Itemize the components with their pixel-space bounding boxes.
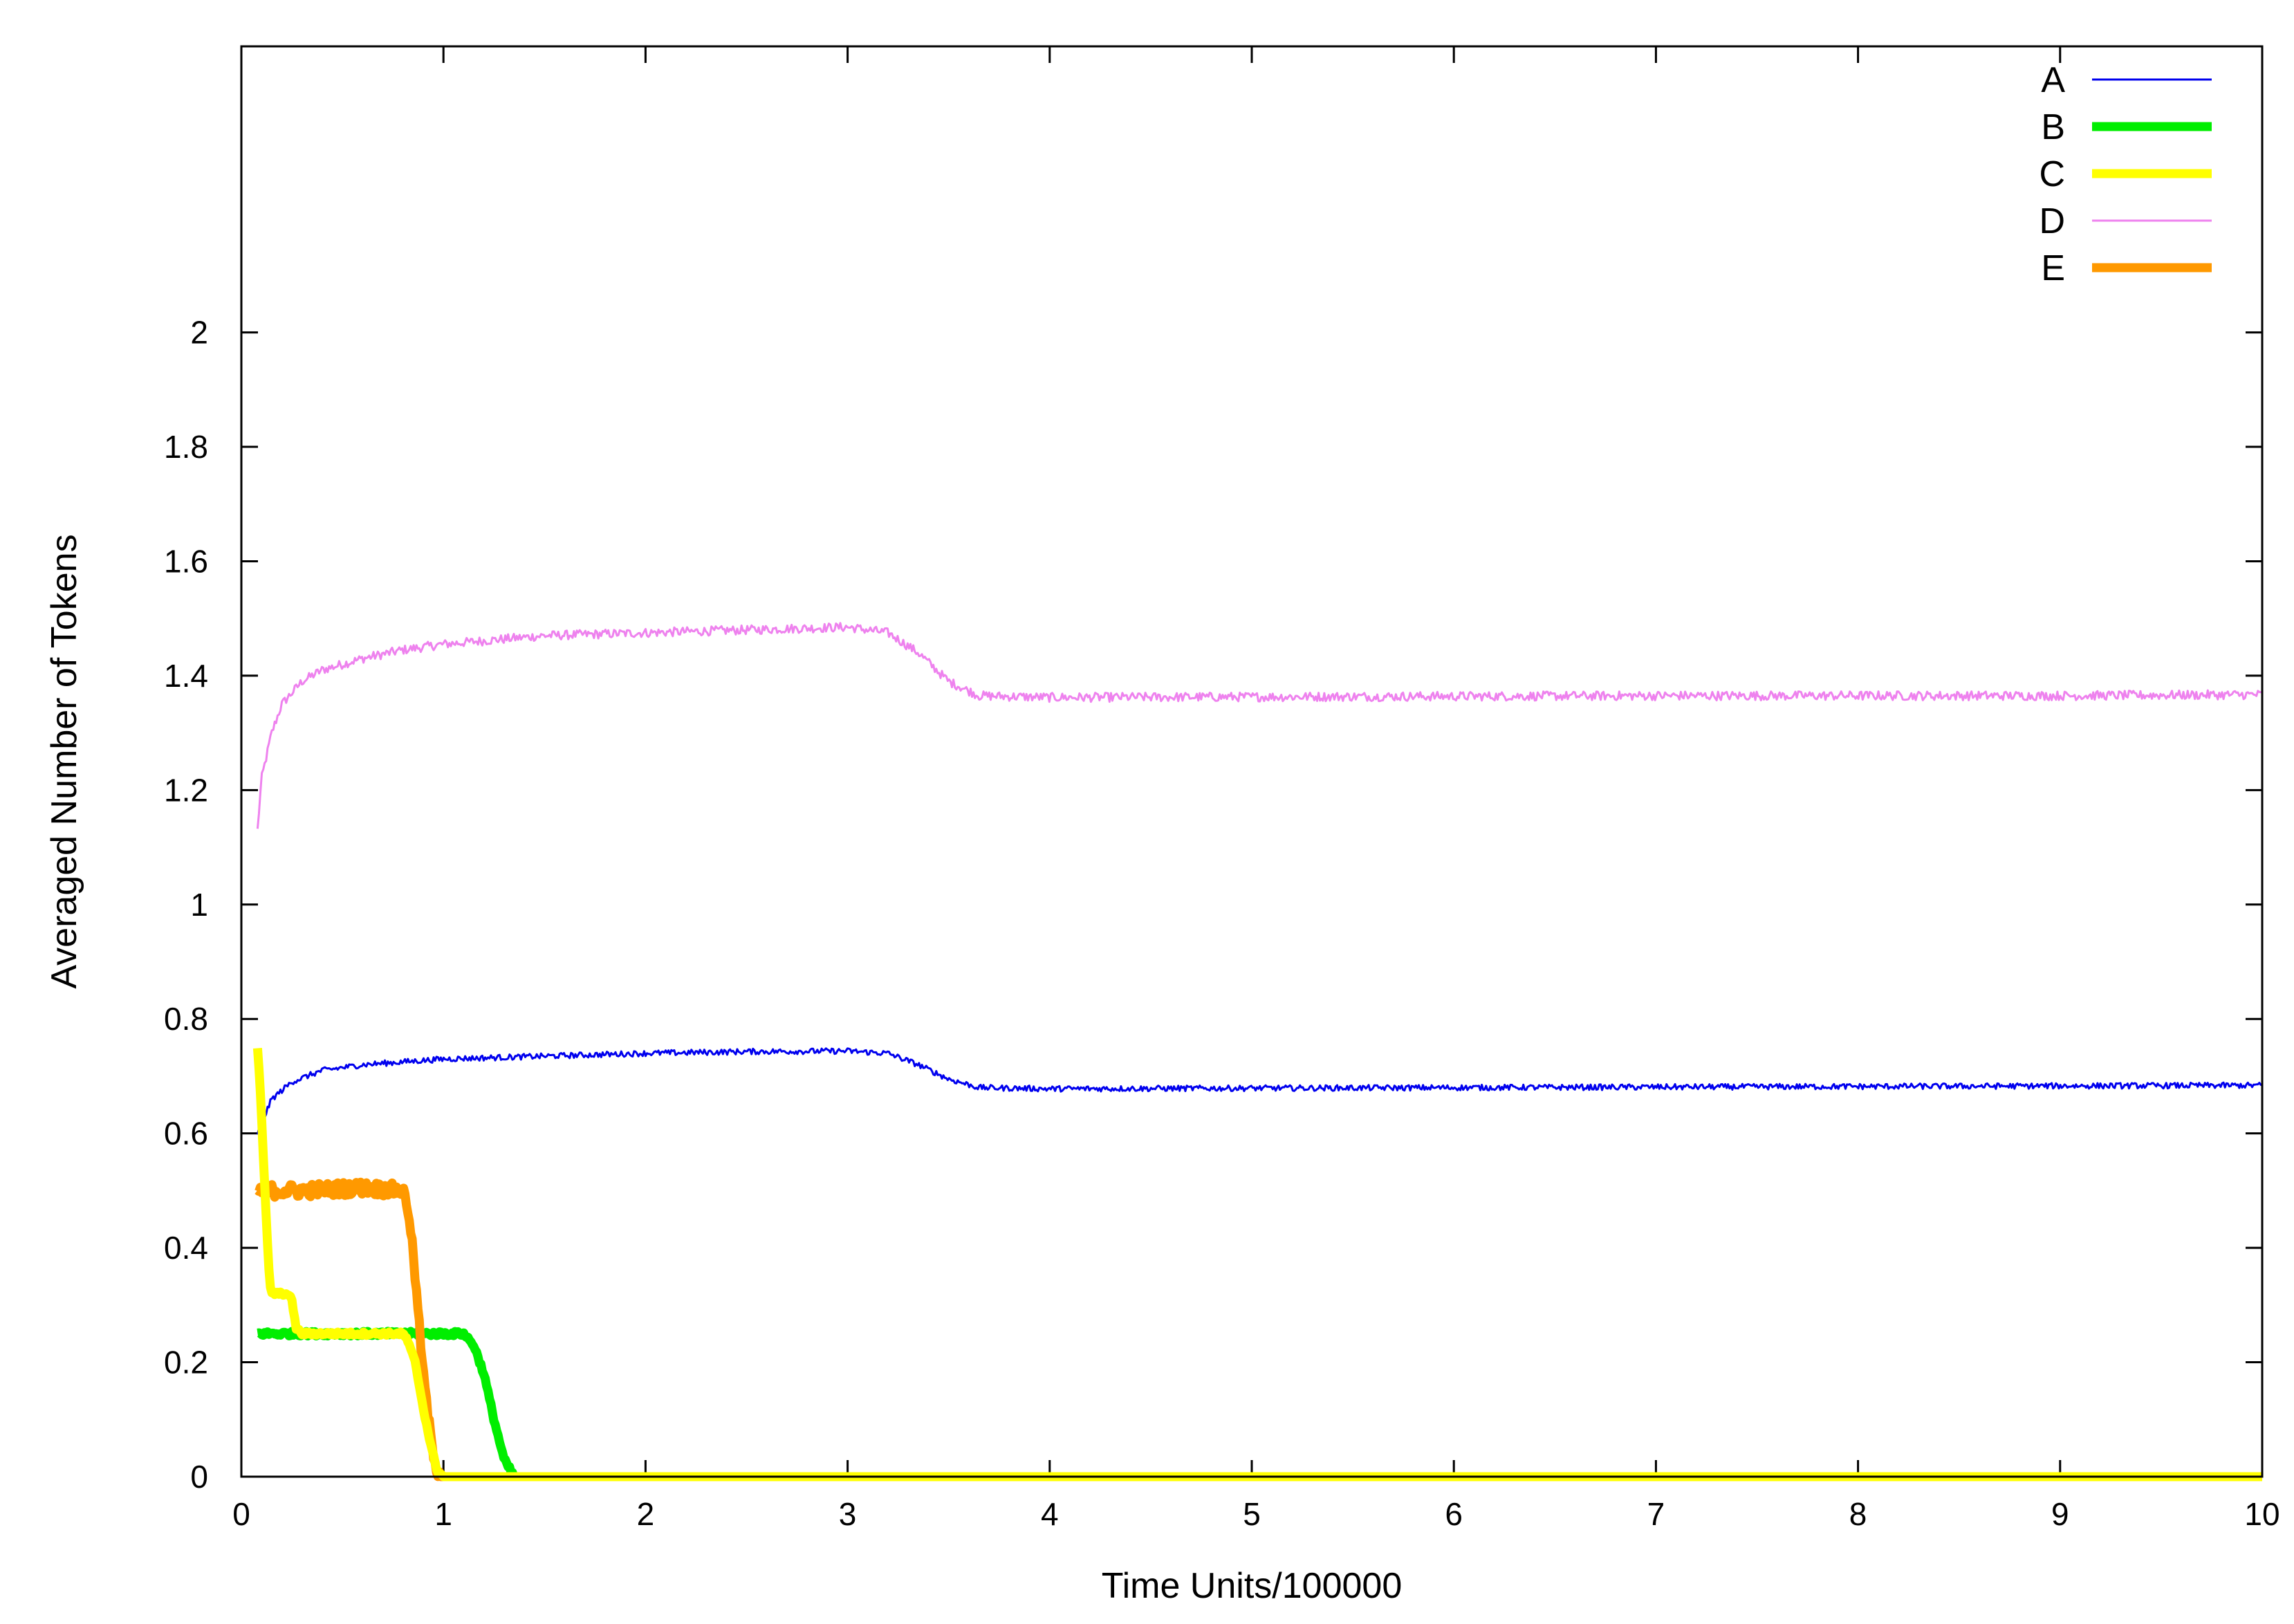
y-tick-label: 1.6 <box>164 543 208 579</box>
x-tick-label: 10 <box>2244 1496 2279 1532</box>
x-tick-label: 6 <box>1445 1496 1463 1532</box>
legend-label-e: E <box>2041 248 2065 288</box>
legend-label-b: B <box>2041 107 2065 147</box>
x-tick-label: 3 <box>839 1496 857 1532</box>
y-axis-label: Averaged Number of Tokens <box>44 534 84 988</box>
plot-frame <box>240 45 2264 1478</box>
legend-label-a: A <box>2041 60 2065 100</box>
x-tick-label: 9 <box>2051 1496 2069 1532</box>
y-tick-label: 2 <box>190 315 208 351</box>
y-tick-label: 1.4 <box>164 658 208 694</box>
series-line-a <box>256 1047 2263 1135</box>
x-axis-label: Time Units/100000 <box>1102 1566 1403 1606</box>
y-tick-label: 0.8 <box>164 1001 208 1037</box>
y-tick-label: 0.4 <box>164 1230 208 1266</box>
legend-label-c: C <box>2039 154 2065 194</box>
y-tick-label: 0 <box>190 1459 208 1495</box>
x-tick-label: 0 <box>232 1496 250 1532</box>
y-tick-label: 1 <box>190 887 208 923</box>
x-tick-label: 1 <box>434 1496 452 1532</box>
x-tick-label: 4 <box>1041 1496 1059 1532</box>
y-tick-label: 0.6 <box>164 1116 208 1152</box>
x-tick-label: 7 <box>1647 1496 1665 1532</box>
legend-label-d: D <box>2039 201 2065 241</box>
x-tick-label: 8 <box>1849 1496 1867 1532</box>
y-tick-label: 1.8 <box>164 429 208 465</box>
y-tick-label: 1.2 <box>164 772 208 808</box>
x-tick-label: 2 <box>637 1496 655 1532</box>
series-line-d <box>256 622 2263 829</box>
x-tick-label: 5 <box>1243 1496 1261 1532</box>
y-tick-label: 0.2 <box>164 1345 208 1381</box>
